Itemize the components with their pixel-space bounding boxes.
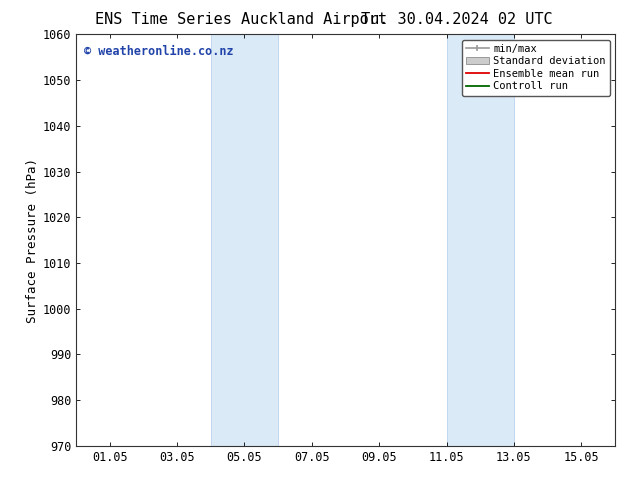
Y-axis label: Surface Pressure (hPa): Surface Pressure (hPa)	[25, 158, 39, 322]
Legend: min/max, Standard deviation, Ensemble mean run, Controll run: min/max, Standard deviation, Ensemble me…	[462, 40, 610, 96]
Text: ENS Time Series Auckland Airport: ENS Time Series Auckland Airport	[95, 12, 387, 27]
Bar	[446, 34, 514, 446]
Text: Tu. 30.04.2024 02 UTC: Tu. 30.04.2024 02 UTC	[361, 12, 552, 27]
Text: © weatheronline.co.nz: © weatheronline.co.nz	[84, 45, 234, 58]
Bar	[210, 34, 278, 446]
